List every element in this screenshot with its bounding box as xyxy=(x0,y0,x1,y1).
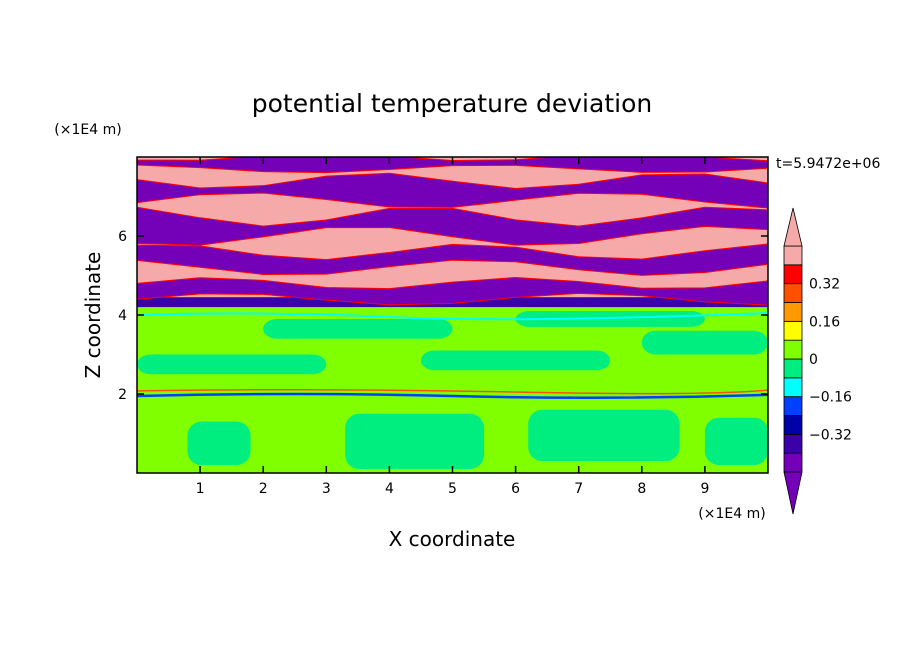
x-unit-label: (×1E4 m) xyxy=(698,506,765,522)
field-patch xyxy=(704,417,768,466)
upper-layer xyxy=(137,157,768,174)
field-patch xyxy=(137,354,327,375)
colorbar-segment xyxy=(783,433,803,454)
x-axis-label: X coordinate xyxy=(389,527,516,551)
x-tick-label: 5 xyxy=(448,481,457,497)
upper-layer xyxy=(137,276,768,306)
colorbar-label: 0.16 xyxy=(809,314,840,330)
colorbar-segment xyxy=(783,264,803,285)
x-tick-label: 9 xyxy=(700,481,709,497)
colorbar-segment xyxy=(783,358,803,379)
colorbar-label: −0.32 xyxy=(809,427,852,443)
colorbar-label: 0 xyxy=(809,352,818,368)
plot-area xyxy=(137,157,768,473)
colorbar-segment xyxy=(783,283,803,303)
colorbar-segment xyxy=(783,415,803,435)
y-tick-label: 6 xyxy=(118,229,127,245)
colorbar-extend-top xyxy=(783,207,803,247)
y-unit-label: (×1E4 m) xyxy=(54,122,121,138)
x-tick-label: 6 xyxy=(511,481,520,497)
colorbar: 0.32 0.16 0 −0.16 −0.32 xyxy=(783,207,852,515)
y-tick-label: 2 xyxy=(118,387,127,403)
colorbar-segment xyxy=(783,396,803,416)
field-patch xyxy=(263,318,453,339)
time-label: t=5.9472e+06 xyxy=(776,156,880,172)
x-axis: 1 2 3 4 5 6 7 8 9 xyxy=(196,157,709,497)
field-patch xyxy=(345,413,485,470)
colorbar-segment xyxy=(783,377,803,398)
x-tick-label: 3 xyxy=(322,481,331,497)
y-axis: 2 4 6 xyxy=(118,229,768,403)
colorbar-label: −0.16 xyxy=(809,390,852,406)
colorbar-segment xyxy=(783,302,803,322)
field-patch xyxy=(187,421,251,466)
field-patch xyxy=(641,330,768,355)
x-tick-label: 2 xyxy=(259,481,268,497)
colorbar-segment xyxy=(783,339,803,360)
x-tick-label: 1 xyxy=(196,481,205,497)
colorbar-label: 0.32 xyxy=(809,277,840,293)
y-axis-label: Z coordinate xyxy=(81,252,105,379)
colorbar-segment xyxy=(783,452,803,473)
x-tick-label: 8 xyxy=(637,481,646,497)
field-patch xyxy=(515,311,705,327)
field-patch xyxy=(528,409,680,462)
field-line-z2-upper xyxy=(137,388,768,395)
field-line-z4 xyxy=(137,312,768,321)
upper-layer xyxy=(137,243,768,276)
chart-title: potential temperature deviation xyxy=(252,89,652,118)
x-tick-label: 4 xyxy=(385,481,394,497)
colorbar-segment xyxy=(783,320,803,341)
upper-layer xyxy=(137,172,768,209)
colorbar-segment xyxy=(783,245,803,266)
field-line-z2 xyxy=(137,392,768,399)
upper-layer xyxy=(137,206,768,246)
colorbar-extend-bottom xyxy=(783,471,803,515)
x-tick-label: 7 xyxy=(574,481,583,497)
field-patch xyxy=(420,350,611,371)
y-tick-label: 4 xyxy=(118,308,127,324)
